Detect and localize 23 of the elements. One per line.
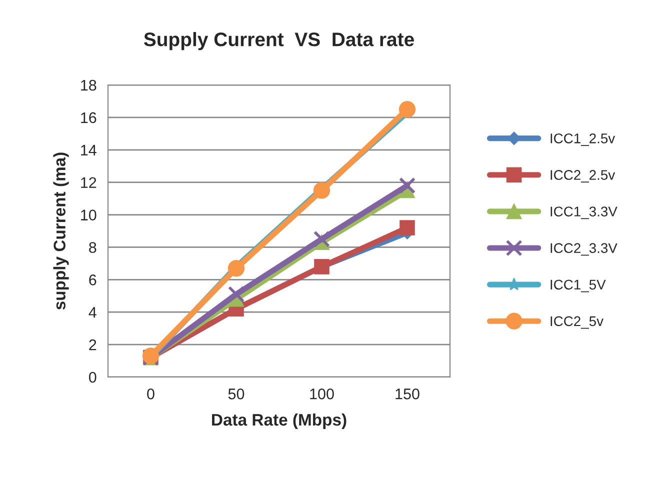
y-tick-label: 0 <box>88 372 96 383</box>
legend-label: ICC1_3.3V <box>550 206 618 220</box>
y-tick-label: 10 <box>81 210 96 220</box>
y-tick-label: 14 <box>81 144 96 156</box>
legend-label: ICC2_3.3V <box>550 243 618 256</box>
x-tick-label: 50 <box>228 388 244 400</box>
y-tick-label: 18 <box>81 80 96 91</box>
legend-label: ICC1_2.5v <box>550 134 616 146</box>
y-axis-title: supply Current (ma) <box>53 152 69 310</box>
y-tick-label: 6 <box>89 274 96 286</box>
y-tick-label: 4 <box>88 307 96 318</box>
y-tick-label: 12 <box>81 177 96 188</box>
x-tick-label: 0 <box>147 388 154 400</box>
x-tick-label: 100 <box>310 388 334 400</box>
x-axis-title: Data Rate (Mbps) <box>212 413 346 429</box>
legend-label: ICC2_2.5v <box>550 170 616 183</box>
legend-label: ICC1_5V <box>550 280 606 292</box>
y-tick-label: 8 <box>89 242 96 253</box>
x-tick-label: 150 <box>396 388 420 400</box>
chart-title: Supply Current VS Data rate <box>144 32 414 50</box>
y-tick-label: 2 <box>89 339 96 350</box>
legend-label: ICC2_5v <box>550 316 604 329</box>
y-tick-label: 16 <box>81 112 96 124</box>
